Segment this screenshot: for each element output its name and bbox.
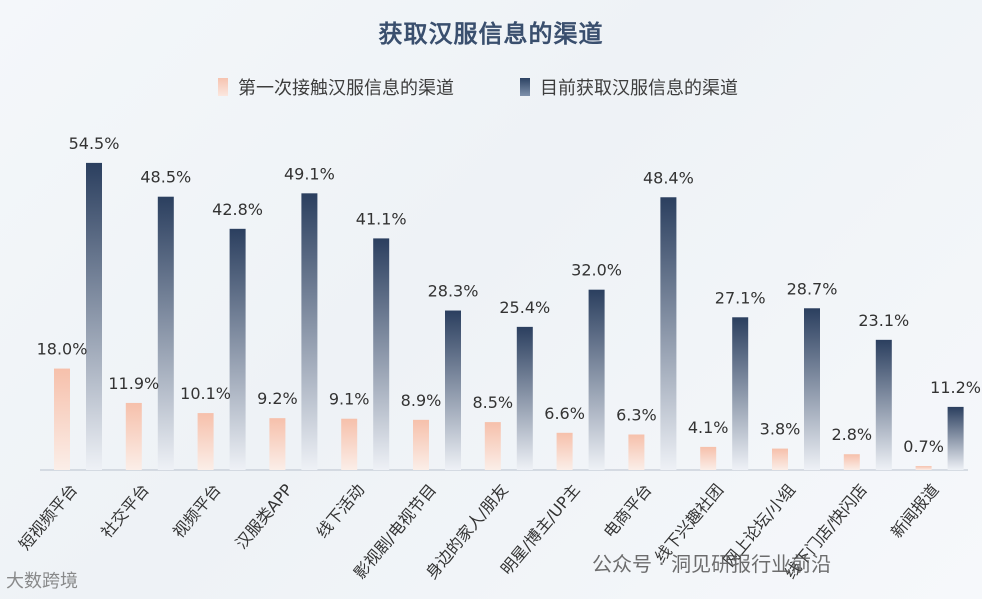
bar-first-5 <box>413 419 429 470</box>
value-label-first-10: 3.8% <box>760 420 801 439</box>
category-label-1: 社交平台 <box>97 480 153 541</box>
bar-current-0 <box>86 162 102 470</box>
bar-current-12 <box>947 406 964 470</box>
value-label-first-6: 8.5% <box>472 393 513 412</box>
bar-first-8 <box>628 434 645 470</box>
category-label-12: 新闻报道 <box>887 480 943 541</box>
bar-current-1 <box>157 196 174 470</box>
watermark-right: 公众号 · 洞见研报行业前沿 <box>592 552 832 576</box>
legend-label-first: 第一次接触汉服信息的渠道 <box>238 78 454 99</box>
value-label-current-2: 42.8% <box>212 200 263 219</box>
bar-current-3 <box>301 193 318 470</box>
legend-swatch-first <box>218 78 228 96</box>
value-label-current-1: 48.5% <box>140 168 191 187</box>
value-label-current-8: 48.4% <box>643 168 694 187</box>
bar-first-9 <box>700 446 717 470</box>
bar-first-7 <box>556 432 573 470</box>
value-label-current-6: 25.4% <box>499 298 550 317</box>
value-label-current-10: 28.7% <box>787 279 838 298</box>
legend-item-current: 目前获取汉服信息的渠道 <box>520 74 738 100</box>
value-label-current-11: 23.1% <box>858 311 909 330</box>
value-label-current-3: 49.1% <box>284 164 335 183</box>
value-label-first-0: 18.0% <box>37 340 88 359</box>
value-label-first-12: 0.7% <box>903 437 944 456</box>
bar-current-6 <box>516 326 533 470</box>
watermark-left: 大数跨境 <box>6 571 78 592</box>
bar-first-4 <box>341 418 358 470</box>
bar-first-6 <box>484 422 501 470</box>
legend-swatch-current <box>520 78 530 96</box>
bar-first-0 <box>54 368 70 470</box>
bar-current-5 <box>445 310 461 470</box>
category-label-0: 短视频平台 <box>15 480 81 554</box>
value-label-first-1: 11.9% <box>108 374 159 393</box>
bar-current-8 <box>660 197 677 471</box>
value-label-first-3: 9.2% <box>257 389 298 408</box>
legend-item-first: 第一次接触汉服信息的渠道 <box>218 74 454 100</box>
value-label-current-12: 11.2% <box>930 378 981 397</box>
value-label-first-2: 10.1% <box>180 384 231 403</box>
bar-first-3 <box>269 418 286 470</box>
value-label-current-9: 27.1% <box>715 288 766 307</box>
category-label-3: 汉服类APP <box>232 480 297 552</box>
legend: 第一次接触汉服信息的渠道 目前获取汉服信息的渠道 <box>0 74 982 104</box>
bar-current-11 <box>875 339 892 470</box>
value-label-current-5: 28.3% <box>428 282 479 301</box>
category-label-7: 明星/博主/UP主 <box>497 480 584 578</box>
legend-label-current: 目前获取汉服信息的渠道 <box>540 78 738 99</box>
bar-current-2 <box>229 228 246 470</box>
chart-title: 获取汉服信息的渠道 <box>378 20 604 48</box>
value-label-current-7: 32.0% <box>571 261 622 280</box>
value-label-current-4: 41.1% <box>356 209 407 228</box>
category-label-8: 电商平台 <box>600 480 656 541</box>
value-label-first-7: 6.6% <box>544 404 585 423</box>
value-label-current-0: 54.5% <box>69 134 120 153</box>
value-label-first-11: 2.8% <box>831 425 872 444</box>
value-label-first-8: 6.3% <box>616 405 657 424</box>
value-label-first-5: 8.9% <box>401 391 442 410</box>
bar-first-2 <box>197 413 214 470</box>
bar-current-10 <box>804 308 820 470</box>
value-label-first-4: 9.1% <box>329 390 370 409</box>
bar-first-11 <box>843 454 860 470</box>
category-label-4: 线下活动 <box>313 480 369 541</box>
bar-current-9 <box>732 317 749 470</box>
bar-first-1 <box>125 402 142 470</box>
bar-first-10 <box>772 448 788 470</box>
value-label-first-9: 4.1% <box>688 418 729 437</box>
bar-current-4 <box>373 238 390 470</box>
bar-first-12 <box>915 466 932 470</box>
bar-current-7 <box>588 289 605 470</box>
category-label-2: 视频平台 <box>169 480 225 541</box>
